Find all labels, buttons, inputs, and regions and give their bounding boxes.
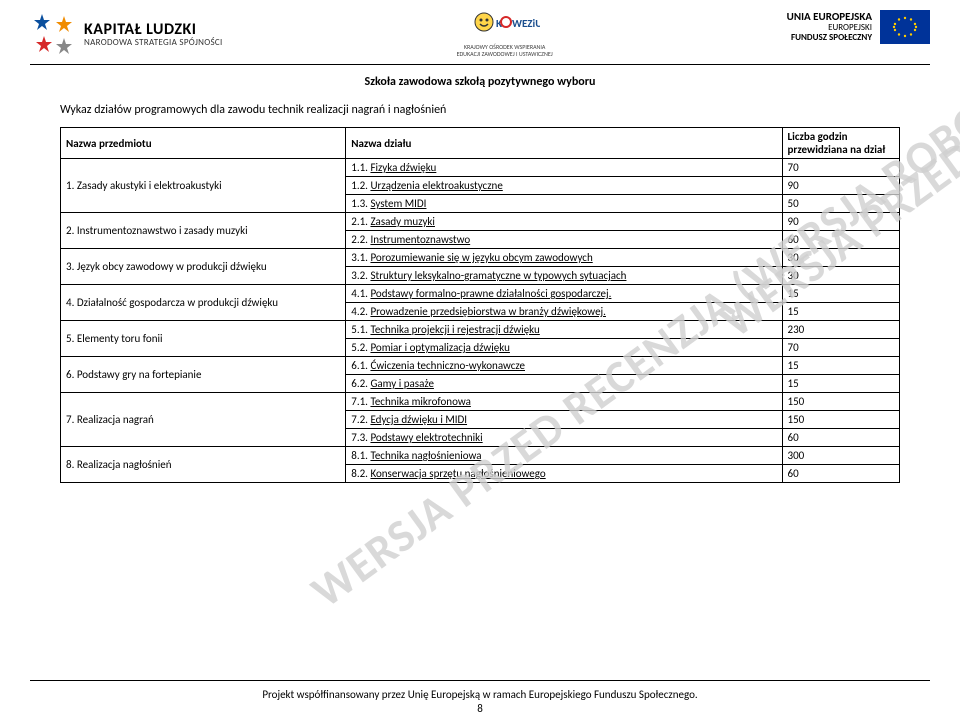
table-row: 3. Język obcy zawodowy w produkcji dźwię… [61, 249, 900, 267]
table-row: 6. Podstawy gry na fortepianie6.1. Ćwicz… [61, 357, 900, 375]
kapital-title: KAPITAŁ LUDZKI [84, 22, 223, 38]
hours-cell: 15 [782, 375, 899, 393]
hours-cell: 60 [782, 429, 899, 447]
header: KAPITAŁ LUDZKI NARODOWA STRATEGIA SPÓJNO… [0, 0, 960, 58]
table-row: 2. Instrumentoznawstwo i zasady muzyki2.… [61, 213, 900, 231]
section-cell: 1.3. System MIDI [346, 195, 782, 213]
table-row: 5. Elementy toru fonii5.1. Technika proj… [61, 321, 900, 339]
subject-cell: 2. Instrumentoznawstwo i zasady muzyki [61, 213, 346, 249]
page-subtitle: Szkoła zawodowa szkołą pozytywnego wybor… [0, 75, 960, 89]
table-row: 1. Zasady akustyki i elektroakustyki1.1.… [61, 159, 900, 177]
header-divider [30, 64, 930, 65]
subject-cell: 6. Podstawy gry na fortepianie [61, 357, 346, 393]
section-cell: 4.2. Prowadzenie przedsiębiorstwa w bran… [346, 303, 782, 321]
section-cell: 6.1. Ćwiczenia techniczno-wykonawcze [346, 357, 782, 375]
subject-cell: 7. Realizacja nagrań [61, 393, 346, 447]
kapital-ludzki-logo: KAPITAŁ LUDZKI NARODOWA STRATEGIA SPÓJNO… [30, 10, 223, 58]
hours-cell: 70 [782, 159, 899, 177]
section-cell: 7.3. Podstawy elektrotechniki [346, 429, 782, 447]
kapital-sub: NARODOWA STRATEGIA SPÓJNOŚCI [84, 38, 223, 47]
section-cell: 3.2. Struktury leksykalno-gramatyczne w … [346, 267, 782, 285]
hours-cell: 15 [782, 303, 899, 321]
th-hours: Liczba godzin przewidziana na dział [782, 128, 899, 159]
subject-cell: 4. Działalność gospodarcza w produkcji d… [61, 285, 346, 321]
hours-cell: 60 [782, 231, 899, 249]
eu-flag-icon [880, 10, 930, 44]
th-section: Nazwa działu [346, 128, 782, 159]
subject-cell: 8. Realizacja nagłośnień [61, 447, 346, 483]
section-cell: 5.1. Technika projekcji i rejestracji dź… [346, 321, 782, 339]
table-row: 4. Działalność gospodarcza w produkcji d… [61, 285, 900, 303]
footer-text: Projekt współfinansowany przez Unię Euro… [0, 688, 960, 701]
koweziu-icon: K WEZiU [470, 10, 540, 42]
subject-cell: 5. Elementy toru fonii [61, 321, 346, 357]
hours-cell: 15 [782, 285, 899, 303]
hours-cell: 150 [782, 393, 899, 411]
table-wrapper: Nazwa przedmiotu Nazwa działu Liczba god… [60, 127, 900, 483]
section-cell: 7.2. Edycja dźwięku i MIDI [346, 411, 782, 429]
hours-cell: 30 [782, 267, 899, 285]
table-header-row: Nazwa przedmiotu Nazwa działu Liczba god… [61, 128, 900, 159]
section-cell: 3.1. Porozumiewanie się w języku obcym z… [346, 249, 782, 267]
th-subject: Nazwa przedmiotu [61, 128, 346, 159]
footer-divider [30, 680, 930, 681]
kl-stars-icon [30, 10, 78, 58]
koweziu-sub: KRAJOWY OŚRODEK WSPIERANIA EDUKACJI ZAWO… [457, 44, 553, 57]
eu-block: UNIA EUROPEJSKA EUROPEJSKI FUNDUSZ SPOŁE… [787, 10, 930, 44]
hours-cell: 30 [782, 249, 899, 267]
subject-cell: 3. Język obcy zawodowy w produkcji dźwię… [61, 249, 346, 285]
ue-sub2: FUNDUSZ SPOŁECZNY [787, 33, 872, 43]
koweziu-logo: K WEZiU KRAJOWY OŚRODEK WSPIERANIA EDUKA… [457, 10, 553, 57]
section-cell: 6.2. Gamy i pasaże [346, 375, 782, 393]
hours-cell: 15 [782, 357, 899, 375]
hours-cell: 50 [782, 195, 899, 213]
hours-cell: 90 [782, 177, 899, 195]
programme-table: Nazwa przedmiotu Nazwa działu Liczba god… [60, 127, 900, 483]
section-cell: 5.2. Pomiar i optymalizacja dźwięku [346, 339, 782, 357]
section-cell: 8.2. Konserwacja sprzętu nagłośnienioweg… [346, 465, 782, 483]
section-cell: 2.2. Instrumentoznawstwo [346, 231, 782, 249]
table-row: 7. Realizacja nagrań7.1. Technika mikrof… [61, 393, 900, 411]
table-row: 8. Realizacja nagłośnień8.1. Technika na… [61, 447, 900, 465]
section-cell: 4.1. Podstawy formalno-prawne działalnoś… [346, 285, 782, 303]
section-cell: 2.1. Zasady muzyki [346, 213, 782, 231]
hours-cell: 90 [782, 213, 899, 231]
section-cell: 7.1. Technika mikrofonowa [346, 393, 782, 411]
section-cell: 1.2. Urządzenia elektroakustyczne [346, 177, 782, 195]
hours-cell: 60 [782, 465, 899, 483]
hours-cell: 230 [782, 321, 899, 339]
subject-cell: 1. Zasady akustyki i elektroakustyki [61, 159, 346, 213]
hours-cell: 70 [782, 339, 899, 357]
svg-text:WEZiU: WEZiU [512, 17, 540, 30]
page-number: 8 [0, 702, 960, 715]
section-cell: 8.1. Technika nagłośnieniowa [346, 447, 782, 465]
hours-cell: 150 [782, 411, 899, 429]
hours-cell: 300 [782, 447, 899, 465]
section-cell: 1.1. Fizyka dźwięku [346, 159, 782, 177]
section-title: Wykaz działów programowych dla zawodu te… [60, 103, 960, 117]
